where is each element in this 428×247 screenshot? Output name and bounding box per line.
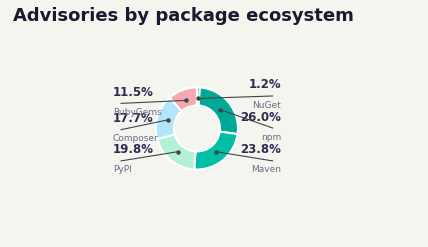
Text: RubyGems: RubyGems (113, 108, 161, 117)
Wedge shape (194, 132, 238, 169)
Wedge shape (197, 87, 200, 105)
Wedge shape (170, 87, 197, 111)
Wedge shape (157, 134, 196, 169)
Text: Composer: Composer (113, 134, 158, 143)
Text: 11.5%: 11.5% (113, 86, 154, 99)
Wedge shape (199, 87, 238, 134)
Text: PyPI: PyPI (113, 165, 131, 174)
Text: 17.7%: 17.7% (113, 112, 153, 125)
Text: npm: npm (261, 133, 281, 142)
Text: 19.8%: 19.8% (113, 143, 154, 156)
Wedge shape (156, 98, 181, 139)
Text: 1.2%: 1.2% (249, 79, 281, 91)
Text: NuGet: NuGet (253, 101, 281, 109)
Text: Maven: Maven (251, 165, 281, 174)
Text: 23.8%: 23.8% (240, 143, 281, 156)
Text: Advisories by package ecosystem: Advisories by package ecosystem (13, 7, 354, 25)
Text: 26.0%: 26.0% (240, 110, 281, 124)
